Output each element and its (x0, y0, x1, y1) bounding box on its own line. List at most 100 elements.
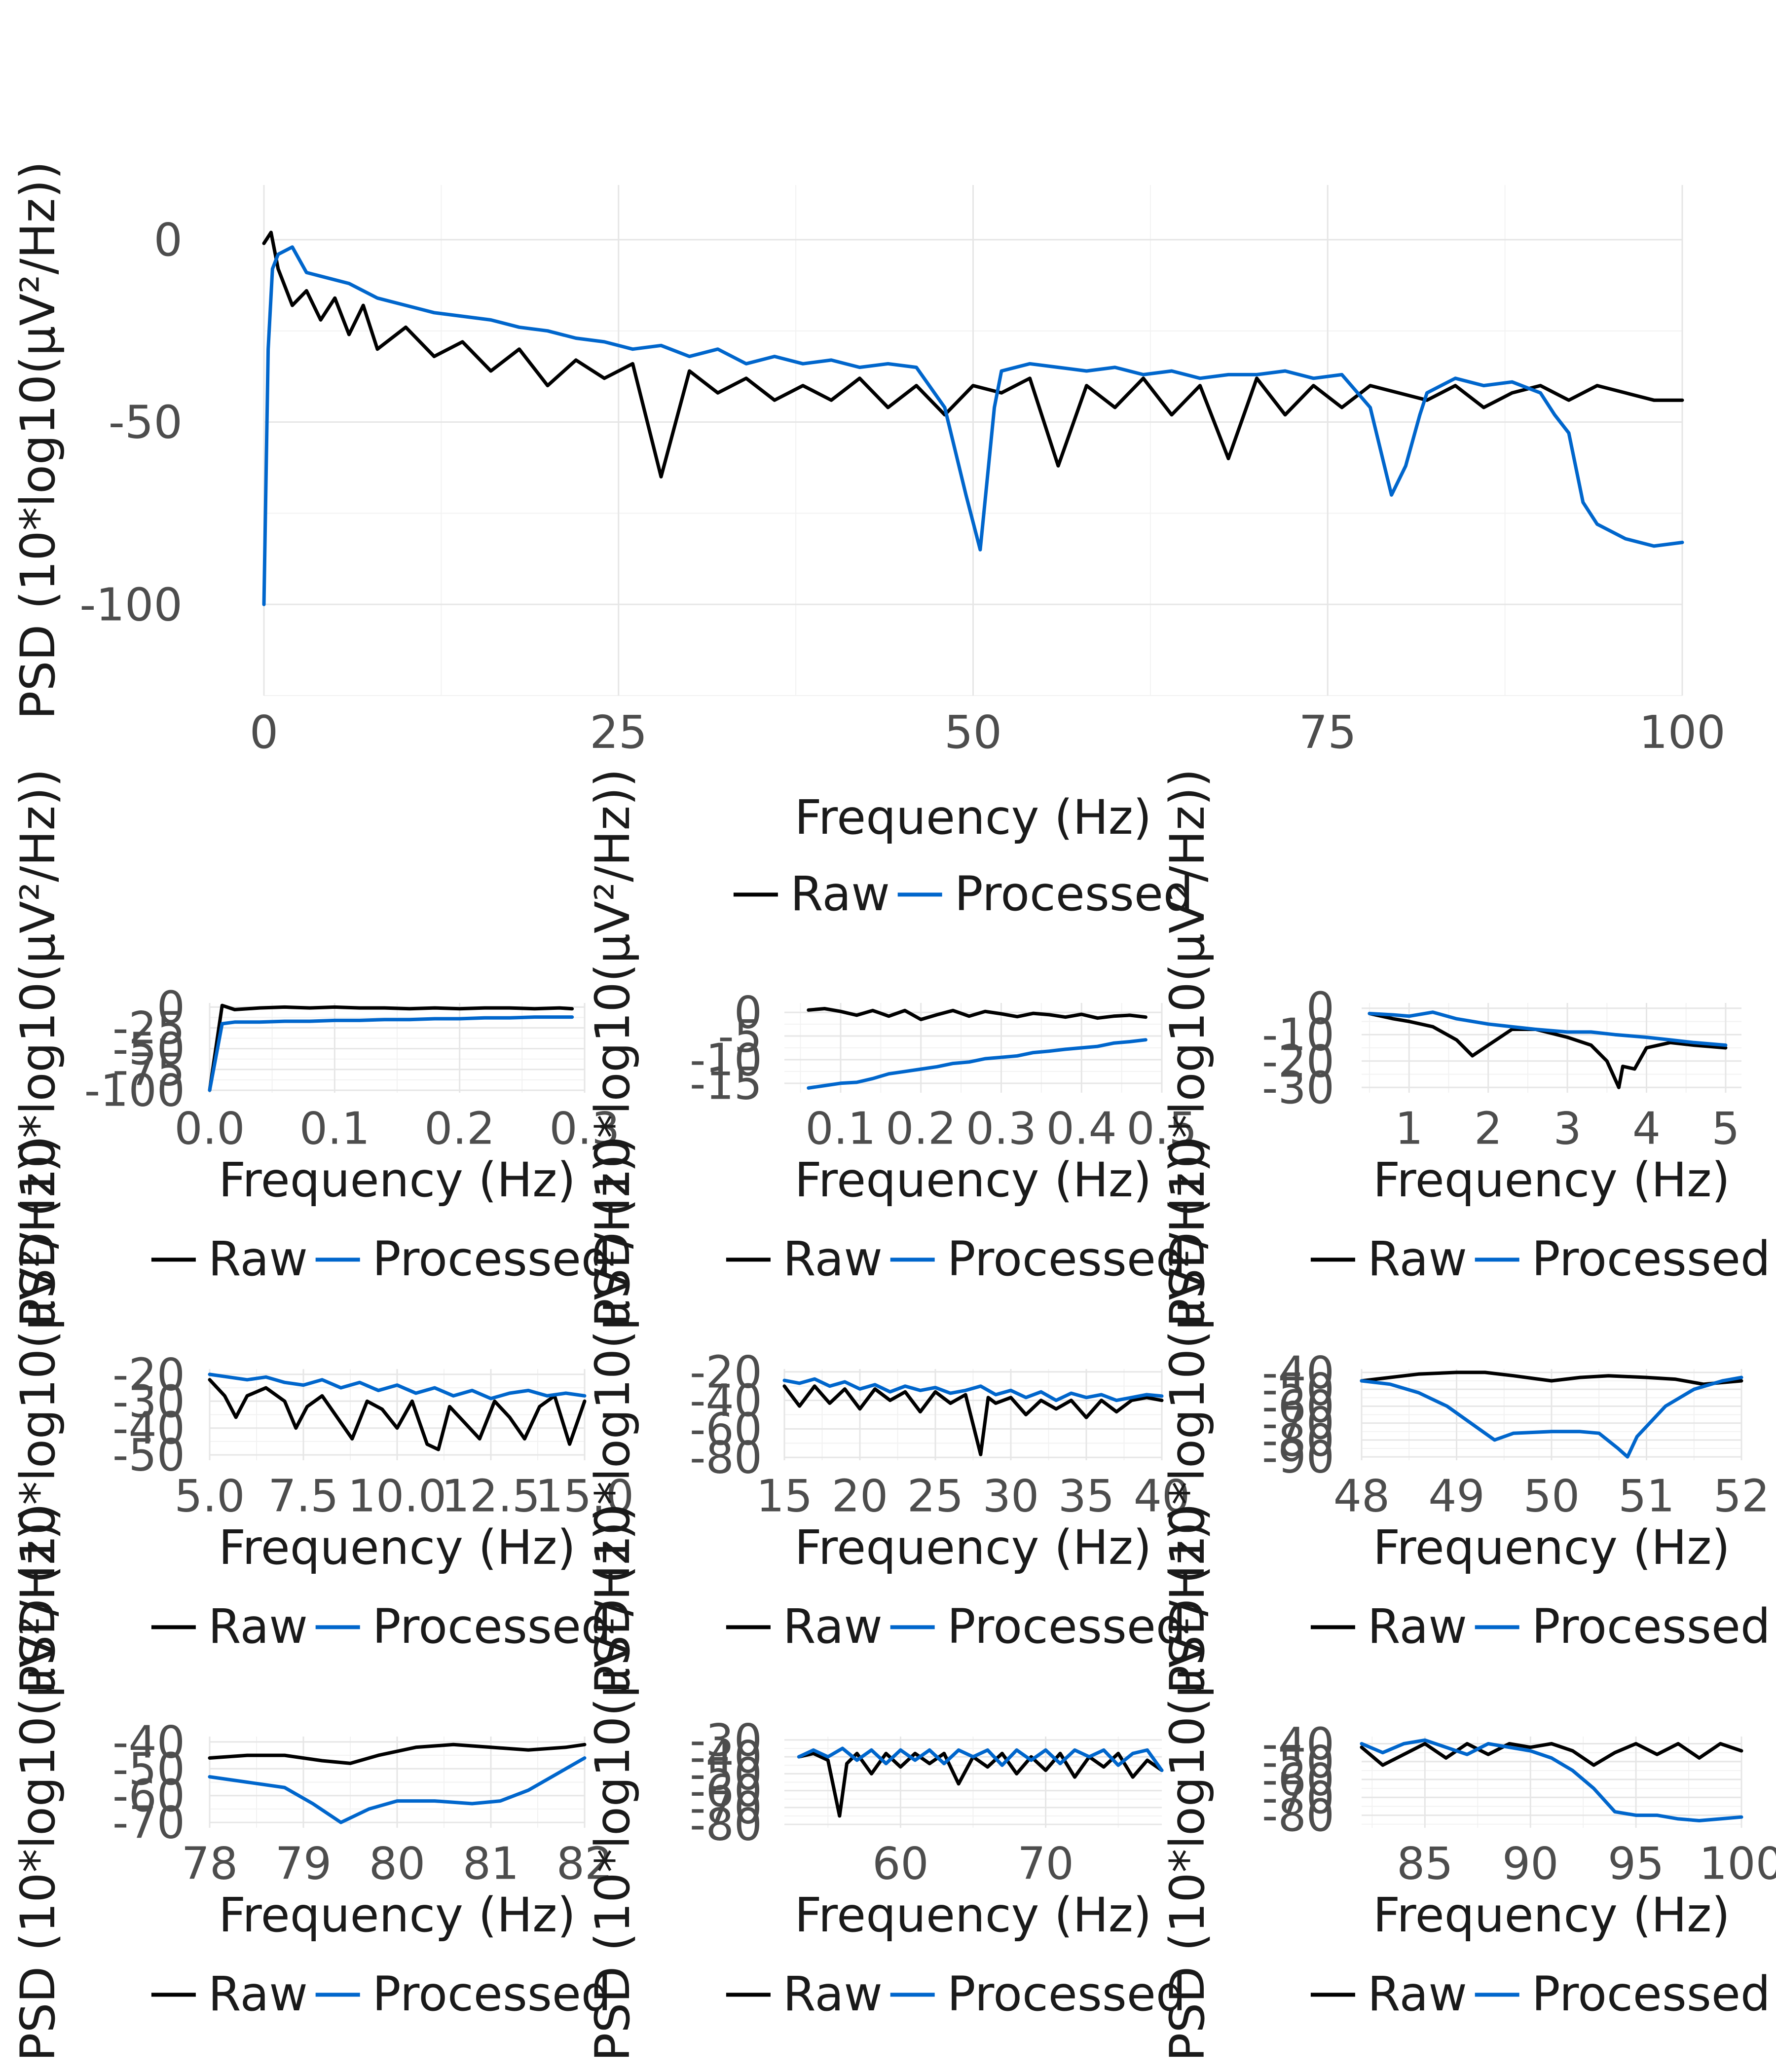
x-tick-label: 52 (1713, 1471, 1770, 1522)
y-tick-label: -60 (690, 1765, 762, 1817)
panel-p3: 1 2 3 4 5 0-10-20-30 Frequency (Hz) PSD (10*log… (1160, 769, 1771, 1327)
x-tick-label: 48 (1333, 1471, 1390, 1522)
x-axis-title: Frequency (Hz) (1373, 1887, 1730, 1943)
y-tick-label: -25 (112, 1002, 185, 1054)
panel-p7: 78 79 80 81 82 -40-50-60-70 Frequency (Hz) PSD … (10, 1503, 613, 2062)
series-line-processed (208, 1756, 587, 1824)
x-tick-label: 5 (1711, 1103, 1739, 1155)
y-tick-label: -40 (112, 1403, 185, 1454)
series-line-processed (208, 1372, 587, 1401)
y-tick-label: -10 (690, 1034, 762, 1086)
x-tick-label: 0.4 (1046, 1103, 1117, 1155)
y-tick-label: -20 (690, 1346, 762, 1398)
series-line-processed (797, 1746, 1164, 1772)
x-tick-label: 0.2 (886, 1103, 956, 1155)
legend: Raw Processed (151, 1599, 611, 1654)
x-tick-label: 49 (1428, 1471, 1485, 1522)
x-tick-label: 25 (907, 1471, 964, 1522)
x-tick-label: 85 (1397, 1838, 1453, 1890)
legend-label-processed: Processed (947, 1966, 1186, 2022)
x-tick-label: 30 (983, 1471, 1039, 1522)
y-tick-label: -100 (79, 578, 183, 631)
panel-p5: 15 20 25 30 35 40 -20-40-60-80 Frequency (Hz) PS… (585, 1136, 1190, 1694)
x-axis-title: Frequency (Hz) (795, 790, 1152, 845)
legend-label-processed: Processed (372, 1231, 611, 1287)
x-tick-label: 60 (872, 1838, 929, 1890)
x-tick-label: 1 (1395, 1103, 1423, 1155)
y-tick-label: 0 (734, 987, 762, 1039)
x-tick-label: 5.0 (174, 1471, 245, 1522)
y-tick-label: -50 (690, 1748, 762, 1800)
legend: Raw Processed (1310, 1231, 1771, 1287)
legend-label-raw: Raw (1368, 1966, 1467, 2022)
x-tick-label: 81 (463, 1838, 519, 1890)
y-tick-label: -40 (112, 1716, 185, 1768)
panel-p1: 0.0 0.1 0.2 0.3 0-25-50-75-100 Frequency (Hz)… (10, 769, 620, 1327)
panel-p8: 60 70 -30-40-50-60-70-80 Frequency (Hz) PSD … (585, 1503, 1186, 2062)
x-tick-label: 100 (1699, 1838, 1776, 1890)
x-tick-label: 50 (1523, 1471, 1580, 1522)
legend: Raw Processed (1310, 1599, 1771, 1654)
series-line-raw (262, 230, 1684, 479)
legend-label-raw: Raw (790, 866, 890, 922)
series-line-processed (208, 1015, 574, 1092)
legend-label-processed: Processed (955, 866, 1193, 922)
x-tick-label: 75 (1299, 706, 1357, 759)
x-tick-label: 79 (275, 1838, 332, 1890)
legend-label-raw: Raw (208, 1231, 308, 1287)
x-tick-label: 0 (250, 706, 279, 759)
y-axis-title: PSD (10*log10(µV²/Hz)) (10, 769, 66, 1327)
x-tick-label: 0.3 (549, 1103, 620, 1155)
x-tick-label: 2 (1474, 1103, 1502, 1155)
y-tick-label: -70 (1262, 1398, 1334, 1449)
y-tick-label: -20 (112, 1349, 185, 1401)
y-tick-label: -50 (1262, 1364, 1334, 1416)
y-tick-label: -100 (84, 1065, 185, 1116)
series-line-processed (1360, 1375, 1743, 1459)
x-axis-title: Frequency (Hz) (219, 1520, 576, 1575)
y-tick-label: -60 (1262, 1754, 1334, 1806)
y-tick-label: -30 (112, 1376, 185, 1428)
series-line-raw (1360, 1742, 1743, 1767)
y-tick-label: -50 (1262, 1736, 1334, 1788)
legend: Raw Processed (1310, 1966, 1771, 2022)
panel-p2: 0.1 0.2 0.3 0.4 0.5 0-5-10-15 Frequency (Hz) PS… (585, 769, 1197, 1327)
legend-label-processed: Processed (372, 1966, 611, 2022)
legend-label-raw: Raw (1368, 1599, 1467, 1654)
x-tick-label: 70 (1017, 1838, 1074, 1890)
x-tick-label: 12.5 (442, 1471, 540, 1522)
x-tick-label: 50 (944, 706, 1002, 759)
y-axis-title: PSD (10*log10(µV²/Hz)) (10, 1136, 66, 1694)
x-tick-label: 100 (1639, 706, 1726, 759)
legend-label-raw: Raw (208, 1599, 308, 1654)
x-axis-title: Frequency (Hz) (795, 1887, 1152, 1943)
legend: Raw Processed (733, 866, 1193, 922)
x-tick-label: 0.5 (1126, 1103, 1197, 1155)
y-tick-label: -30 (690, 1714, 762, 1766)
panel-full: 0 25 50 75 100 0 -50 -100 Frequency (Hz) PSD (10*… (10, 161, 1726, 922)
panel-p6: 48 49 50 51 52 -40-50-60-70-80-90 Frequency (H… (1160, 1136, 1771, 1694)
x-tick-label: 40 (1134, 1471, 1190, 1522)
x-tick-label: 3 (1553, 1103, 1581, 1155)
y-tick-label: -30 (1262, 1062, 1334, 1114)
legend-label-processed: Processed (1532, 1599, 1771, 1654)
x-tick-label: 15.0 (535, 1471, 634, 1522)
panel-p4: 5.0 7.5 10.012.515.0 -20-30-40-50 Frequency … (10, 1136, 634, 1694)
legend-label-processed: Processed (372, 1599, 611, 1654)
x-axis-title: Frequency (Hz) (1373, 1152, 1730, 1208)
y-axis-title: PSD (10*log10(µV²/Hz)) (1160, 1136, 1215, 1694)
x-tick-label: 51 (1618, 1471, 1675, 1522)
x-tick-label: 78 (182, 1838, 238, 1890)
x-axis-title: Frequency (Hz) (795, 1520, 1152, 1575)
legend-label-raw: Raw (208, 1966, 308, 2022)
y-tick-label: -15 (690, 1058, 762, 1110)
panel-p9: 85 90 95 100 -40-50-60-70-80 Frequency (Hz) PS… (1160, 1503, 1776, 2062)
x-tick-label: 7.5 (268, 1471, 338, 1522)
y-tick-label: -70 (112, 1797, 185, 1849)
y-tick-label: -80 (690, 1432, 762, 1484)
y-tick-label: -5 (718, 1011, 762, 1063)
y-tick-label: -50 (112, 1743, 185, 1795)
y-tick-label: -70 (690, 1782, 762, 1834)
y-tick-label: -40 (1262, 1718, 1334, 1770)
